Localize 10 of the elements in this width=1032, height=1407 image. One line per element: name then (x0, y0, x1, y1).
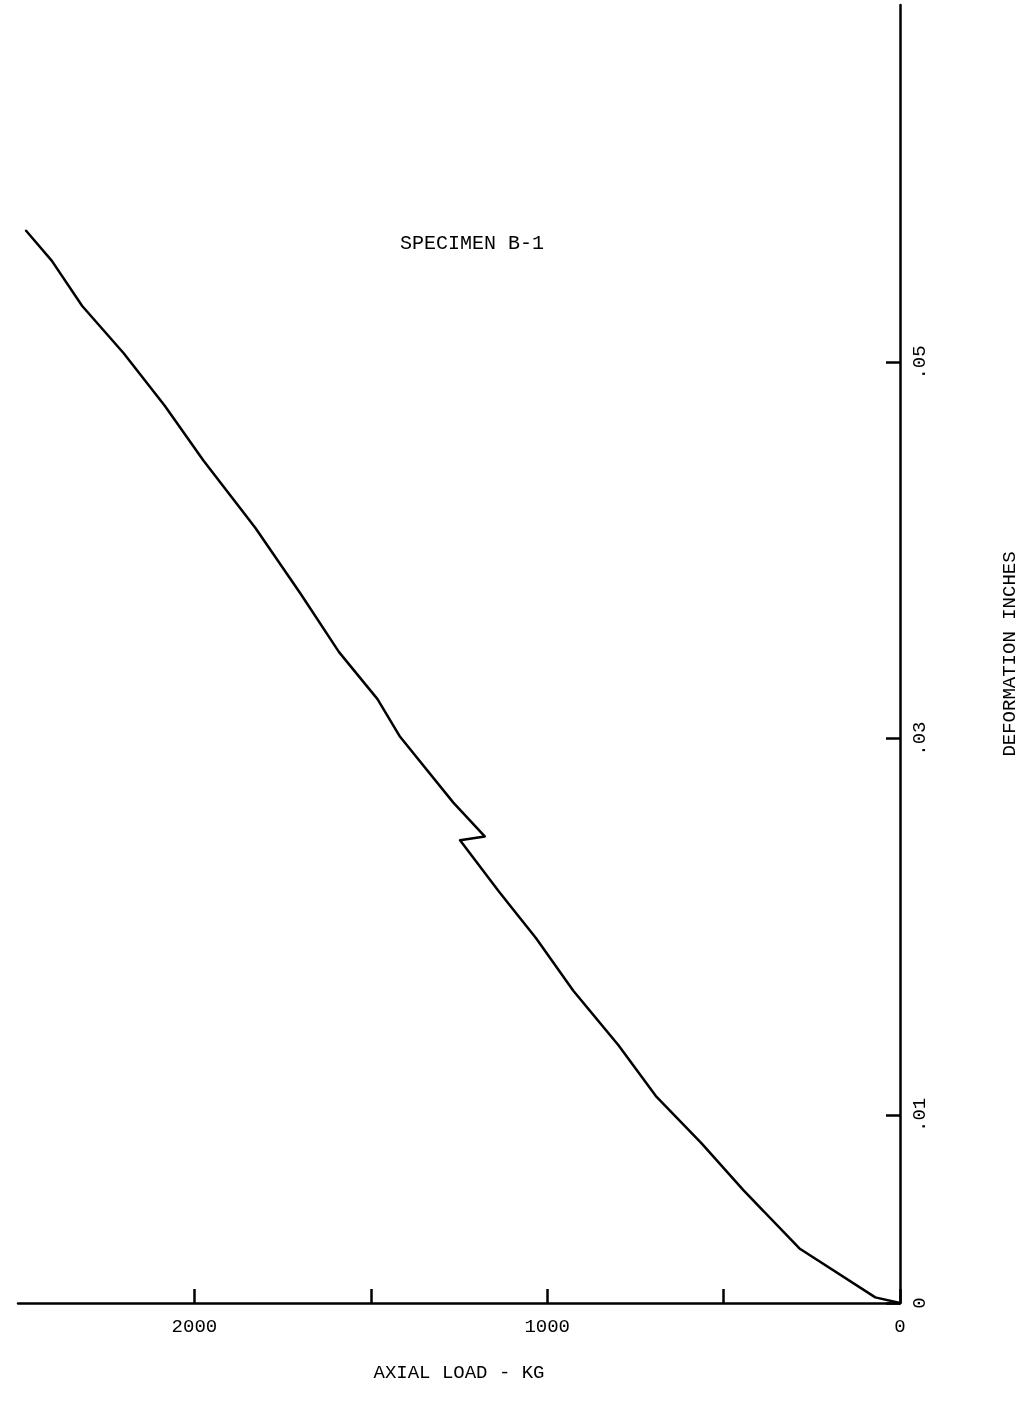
y-tick-label: .03 (908, 721, 931, 756)
y-tick-label: .01 (908, 1097, 931, 1132)
x-tick-label: 1000 (524, 1315, 570, 1338)
text: SPECIMEN B-1 (400, 231, 545, 255)
y-tick-label: 0 (908, 1297, 931, 1309)
x-tick-label: 0 (894, 1315, 906, 1338)
x-axis-title: AXIAL LOAD - KG (373, 1361, 545, 1384)
x-tick-label: 2000 (171, 1315, 218, 1338)
y-axis-title: DEFORMATION INCHES (998, 551, 1021, 757)
y-tick-label: .05 (908, 345, 931, 380)
